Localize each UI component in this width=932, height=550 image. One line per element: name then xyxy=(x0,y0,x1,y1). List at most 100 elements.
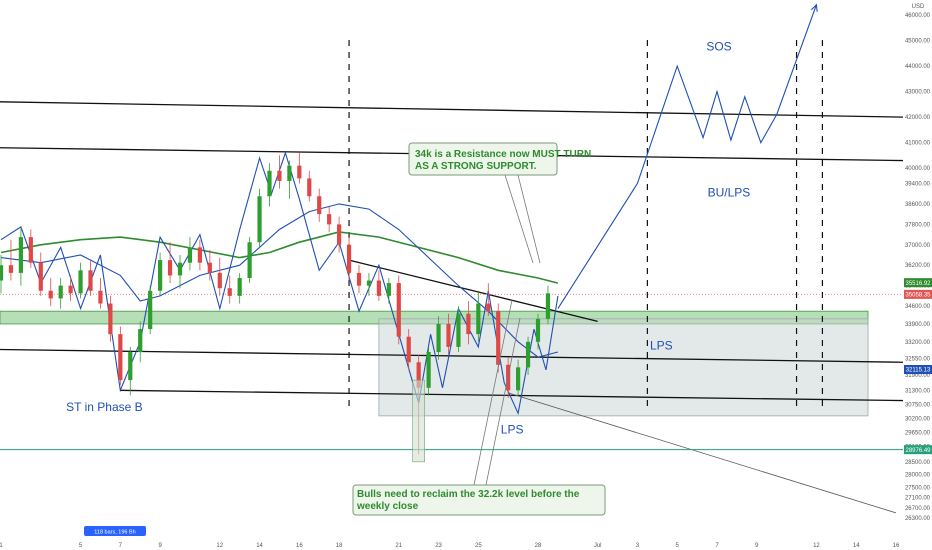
candle-body xyxy=(307,178,312,197)
price-tick-label: 36200.00 xyxy=(905,263,931,269)
candle-body xyxy=(78,270,83,294)
time-tick-label: 5 xyxy=(676,543,680,549)
candle-body xyxy=(545,293,551,319)
candle-body xyxy=(456,313,461,347)
candle-body xyxy=(8,265,14,273)
time-tick-label: 21 xyxy=(395,543,402,549)
candle-body xyxy=(247,242,252,278)
candle-body xyxy=(128,352,133,381)
annotation-bulls: Bulls need to reclaim the 32.2k level be… xyxy=(352,299,606,516)
line-support-2 xyxy=(0,348,904,363)
time-tick-label: 9 xyxy=(158,543,162,549)
time-tick-label: 16 xyxy=(296,543,303,549)
range-badge[interactable]: 118 bars, 196 Bh xyxy=(84,526,146,536)
time-axis[interactable]: 1 5 7 9 12 14 16 18 21 23 25 28 Jul 3 5 7 9 12 14 16 xyxy=(0,538,932,550)
candle-body xyxy=(486,303,491,312)
candle-body xyxy=(525,341,531,368)
candle-body xyxy=(426,352,431,388)
time-tick-label: 18 xyxy=(336,543,343,549)
price-flag-bg xyxy=(904,289,932,299)
candle-body xyxy=(98,290,103,304)
candle-body xyxy=(337,224,342,245)
candle-body xyxy=(386,283,391,296)
time-tick-label: 23 xyxy=(435,543,442,549)
time-tick-label: 28 xyxy=(535,543,542,549)
range-badge-text: 118 bars, 196 Bh xyxy=(94,530,135,536)
line-support-3 xyxy=(120,389,904,402)
price-tick-label: 30750.00 xyxy=(905,402,931,408)
candle-body xyxy=(207,262,212,273)
price-tick-label: 30200.00 xyxy=(905,416,931,422)
price-tick-label: 26700.00 xyxy=(905,506,931,512)
price-tick-label: 39400.00 xyxy=(905,182,931,188)
price-tick-label: 32550.00 xyxy=(905,356,931,362)
candle-body xyxy=(257,196,262,243)
time-tick-label: 12 xyxy=(813,543,820,549)
time-axis-bg xyxy=(0,538,932,550)
time-tick-label: 7 xyxy=(119,543,123,549)
annotation-1-line2: AS A STRONG SUPPORT. xyxy=(415,161,537,172)
price-flag-label: 28976.49 xyxy=(905,448,931,454)
callout-pointer-1 xyxy=(504,174,534,264)
line-diagonal-grey-5 xyxy=(508,392,897,514)
price-tick-label: 42000.00 xyxy=(905,115,931,121)
candle-body xyxy=(376,280,381,296)
price-tick-label: 37000.00 xyxy=(905,243,931,249)
price-tick-label: 28500.00 xyxy=(905,460,931,466)
price-tick-label: 29650.00 xyxy=(905,430,931,436)
price-axis[interactable]: USD 46000.00 45000.00 44000.00 43000.00 4200… xyxy=(903,0,932,536)
price-tick-label: 31900.00 xyxy=(905,373,931,379)
price-flag-bg xyxy=(904,278,932,288)
series-zigzag xyxy=(0,151,559,416)
candles-layer xyxy=(0,152,551,463)
candle-body xyxy=(217,272,222,289)
vertical-lines-layer xyxy=(348,40,824,410)
candle-body xyxy=(0,265,4,281)
candle-body xyxy=(436,323,441,353)
annotation-2-line1: Bulls need to reclaim the 32.2k level be… xyxy=(357,489,580,500)
candle-body xyxy=(158,260,163,291)
candle-body xyxy=(18,237,23,273)
time-tick-label: Jul xyxy=(594,543,602,549)
candle-body xyxy=(58,285,63,299)
candle-body xyxy=(267,170,272,197)
time-tick-label: 5 xyxy=(79,543,83,549)
candle-body xyxy=(317,196,322,215)
candle-body xyxy=(38,262,43,291)
candle-body xyxy=(138,329,143,353)
candle-body xyxy=(197,247,202,263)
candle-body xyxy=(516,367,521,391)
range-badge-bg xyxy=(84,526,146,536)
price-flag-label: 35058.35 xyxy=(905,293,931,299)
time-tick-label: 12 xyxy=(216,543,223,549)
price-tick-label: 27500.00 xyxy=(905,485,931,491)
price-tick-label: 34600.00 xyxy=(905,304,931,310)
time-tick-label: 25 xyxy=(475,543,482,549)
time-tick-label: 14 xyxy=(853,543,860,549)
time-tick-label: 16 xyxy=(893,543,900,549)
line-downtrend-4 xyxy=(348,259,598,323)
price-tick-label: 27100.00 xyxy=(905,496,931,502)
annotation-1-line1: 34k is a Resistance now MUST TURN xyxy=(415,149,591,160)
price-tick-label: 28000.00 xyxy=(905,473,931,479)
phase-label-4: ST in Phase B xyxy=(66,400,143,414)
price-tick-label: 33900.00 xyxy=(905,322,931,328)
price-tick-label: 38600.00 xyxy=(905,202,931,208)
price-tick-label: 33200.00 xyxy=(905,340,931,346)
candle-body xyxy=(366,280,372,286)
price-tick-label: 44000.00 xyxy=(905,64,931,70)
candle-body xyxy=(476,303,481,335)
wick-range-box xyxy=(412,379,425,463)
candle-body xyxy=(297,165,302,179)
price-flag-bg xyxy=(904,445,932,455)
candle-body xyxy=(68,285,73,294)
candle-body xyxy=(416,362,421,388)
time-tick-label: 7 xyxy=(715,543,719,549)
phase-label-3: LPS xyxy=(501,423,524,437)
currency-label: USD xyxy=(912,4,925,10)
phase-label-2: LPS xyxy=(650,338,673,352)
time-tick-label: 1 xyxy=(0,543,3,549)
candle-body xyxy=(118,334,123,381)
price-flag-label: 32115.13 xyxy=(906,368,931,374)
